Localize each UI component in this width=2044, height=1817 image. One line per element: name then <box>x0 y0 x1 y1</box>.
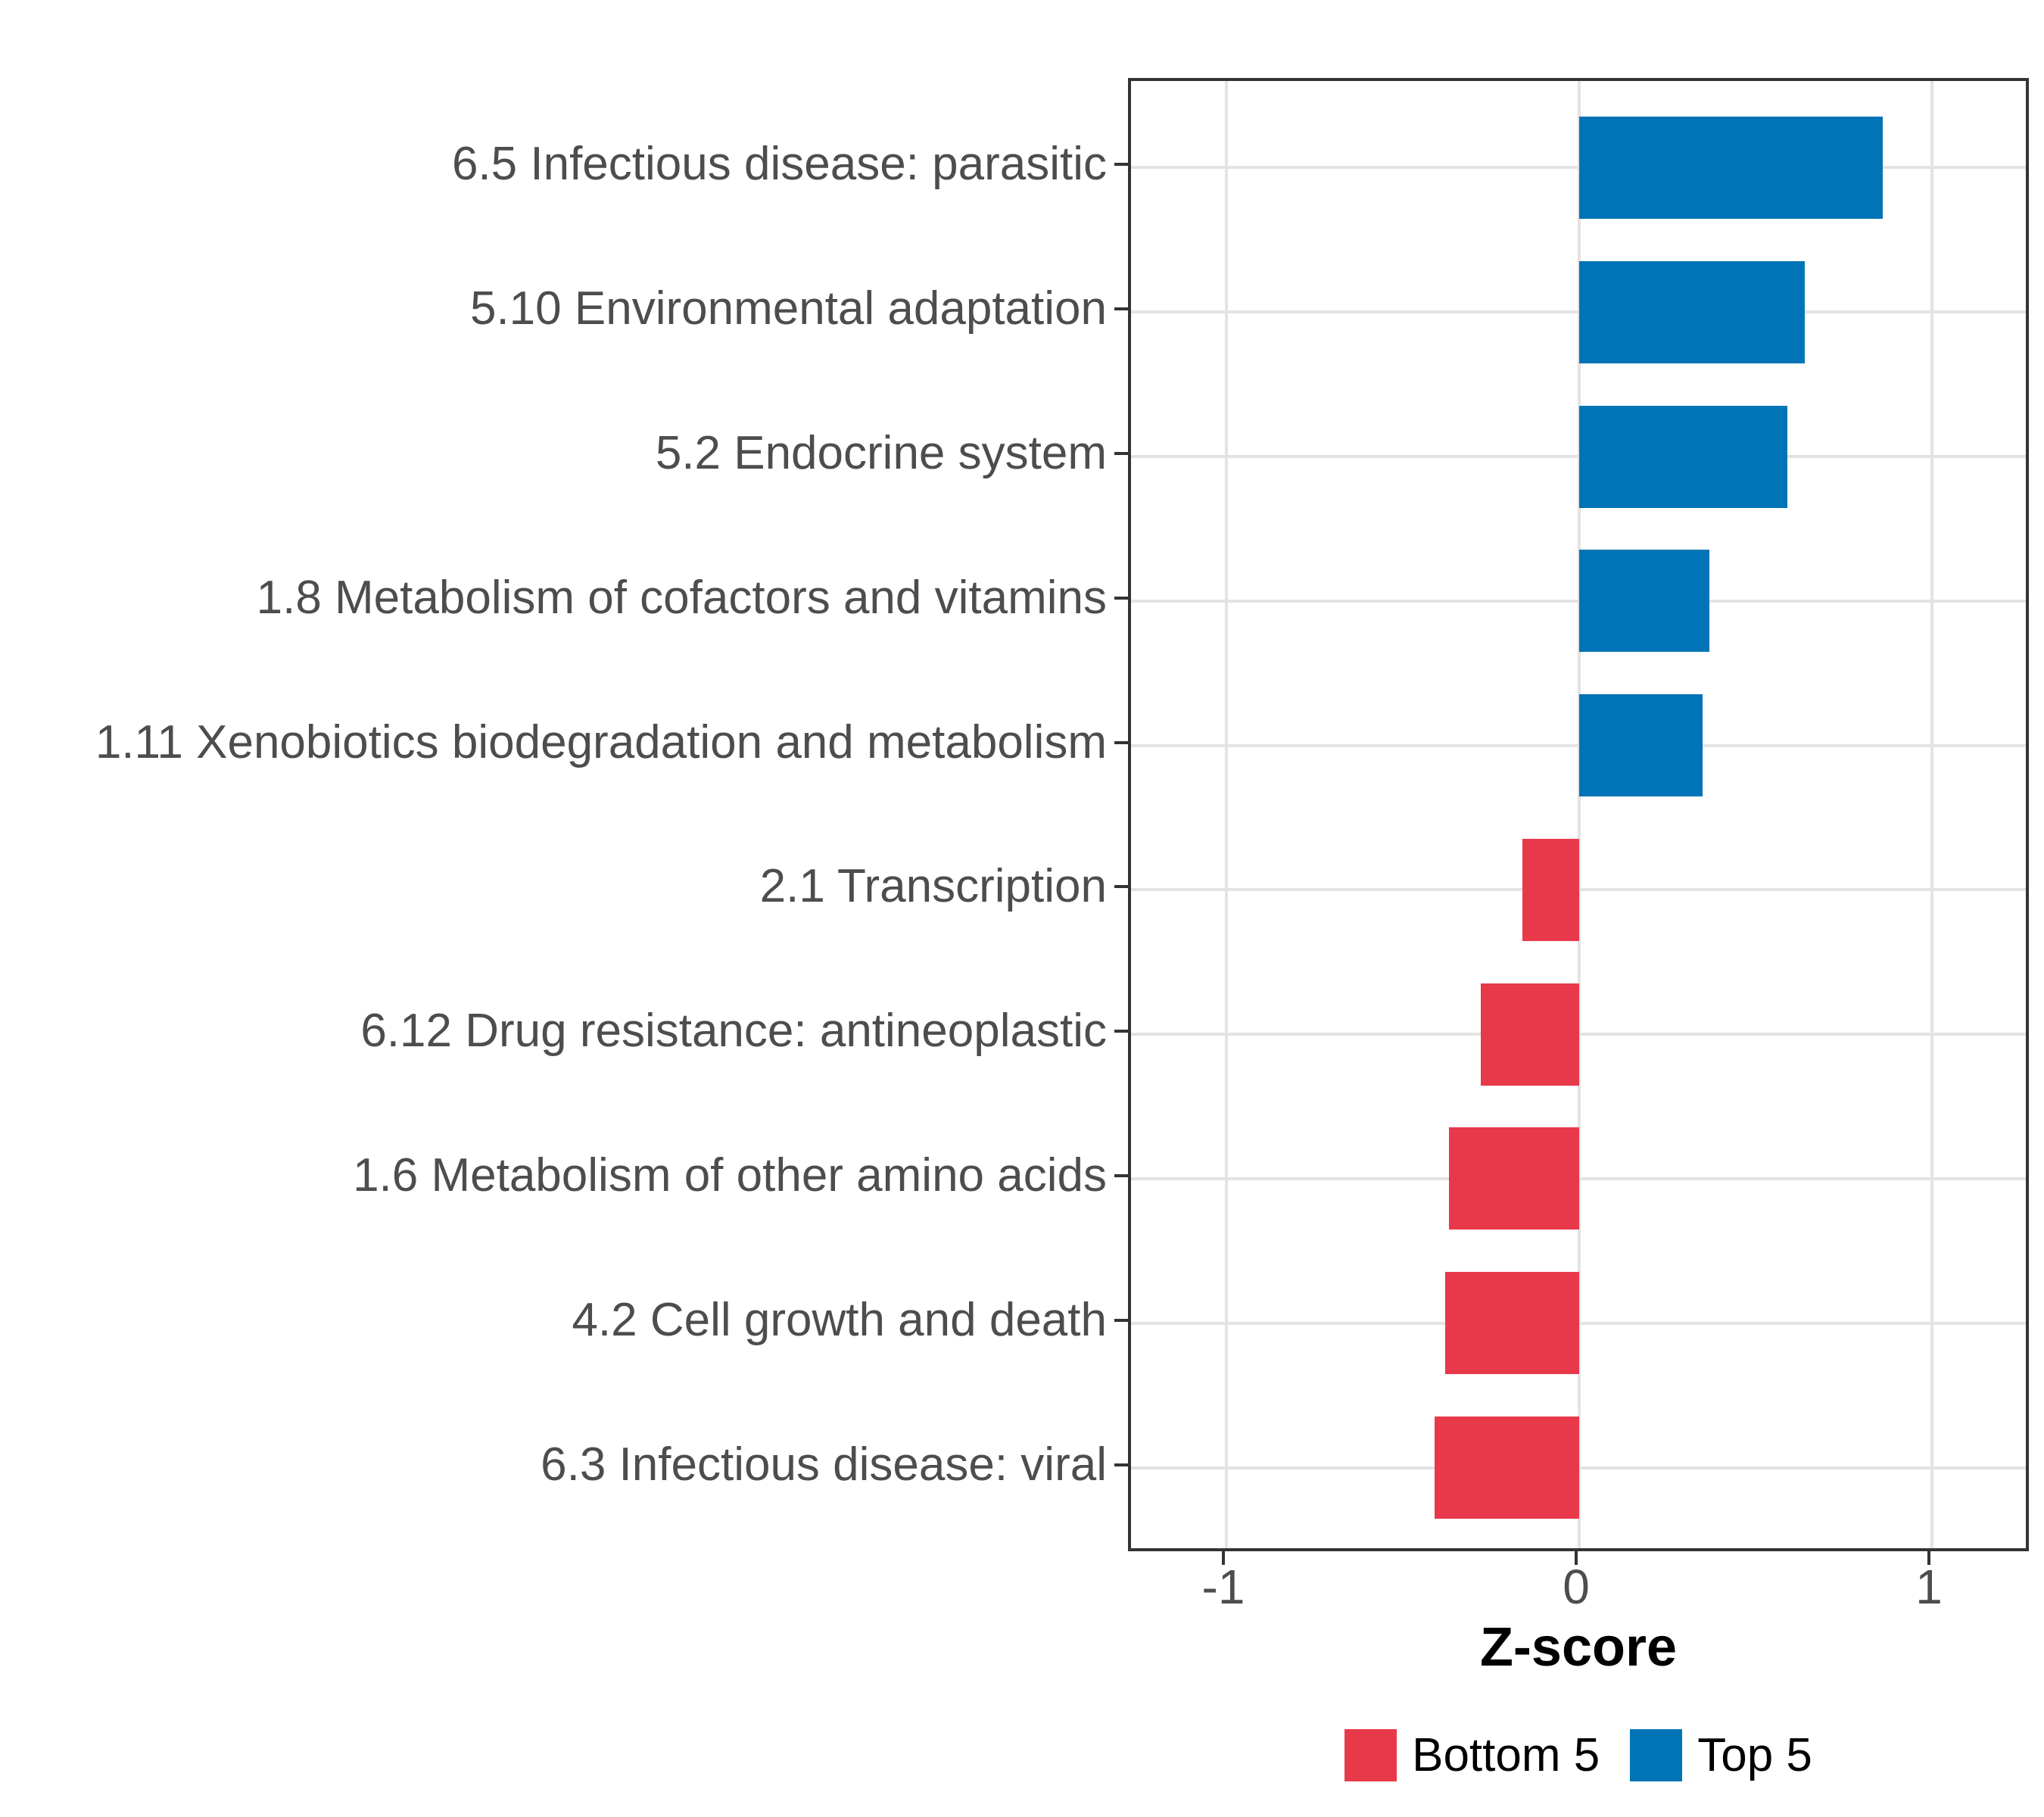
bar <box>1579 550 1709 652</box>
bar <box>1579 694 1703 796</box>
plot-panel <box>1128 78 2029 1551</box>
x-tick-label: -1 <box>1201 1560 1245 1614</box>
grid-line-vertical <box>1225 81 1228 1548</box>
y-tick <box>1114 885 1128 888</box>
y-axis-label: 6.12 Drug resistance: antineoplastic <box>360 1005 1107 1057</box>
bar <box>1579 406 1787 508</box>
x-tick <box>1222 1551 1225 1565</box>
y-axis-label: 1.11 Xenobiotics biodegradation and meta… <box>95 716 1107 768</box>
y-tick <box>1114 741 1128 744</box>
y-tick <box>1114 452 1128 455</box>
grid-line-vertical <box>1930 81 1933 1548</box>
legend-label: Bottom 5 <box>1412 1728 1600 1781</box>
legend-swatch <box>1344 1728 1397 1781</box>
y-axis-label: 2.1 Transcription <box>759 860 1107 912</box>
x-axis-title: Z-score <box>1479 1617 1678 1678</box>
y-tick <box>1114 163 1128 166</box>
y-axis-label: 6.3 Infectious disease: viral <box>541 1438 1107 1491</box>
legend: Bottom 5 Top 5 <box>1128 1725 2029 1785</box>
bar <box>1435 1417 1579 1519</box>
y-tick <box>1114 307 1128 310</box>
legend-item: Bottom 5 <box>1344 1728 1600 1782</box>
legend-label: Top 5 <box>1697 1728 1812 1781</box>
y-tick <box>1114 1174 1128 1177</box>
x-tick <box>1575 1551 1578 1565</box>
x-tick-label: 0 <box>1563 1560 1590 1614</box>
bar <box>1445 1272 1579 1374</box>
x-tick-label: 1 <box>1915 1560 1943 1614</box>
bar <box>1579 117 1883 219</box>
bar <box>1522 839 1579 941</box>
y-axis-label: 6.5 Infectious disease: parasitic <box>451 138 1107 190</box>
y-axis-label: 5.10 Environmental adaptation <box>469 282 1107 335</box>
y-tick <box>1114 1319 1128 1322</box>
y-axis-label: 5.2 Endocrine system <box>655 427 1107 479</box>
y-tick <box>1114 597 1128 600</box>
grid-line-vertical <box>1578 81 1581 1548</box>
legend-item: Top 5 <box>1630 1728 1812 1782</box>
legend-swatch <box>1630 1728 1683 1781</box>
y-tick <box>1114 1030 1128 1033</box>
bar <box>1481 983 1579 1086</box>
x-tick <box>1927 1551 1930 1565</box>
y-axis-label: 1.8 Metabolism of cofactors and vitamins <box>256 572 1107 624</box>
y-axis-label: 4.2 Cell growth and death <box>572 1294 1107 1346</box>
y-axis-label: 1.6 Metabolism of other amino acids <box>353 1149 1107 1201</box>
bar <box>1579 261 1805 363</box>
y-tick <box>1114 1463 1128 1466</box>
bar <box>1449 1127 1579 1230</box>
